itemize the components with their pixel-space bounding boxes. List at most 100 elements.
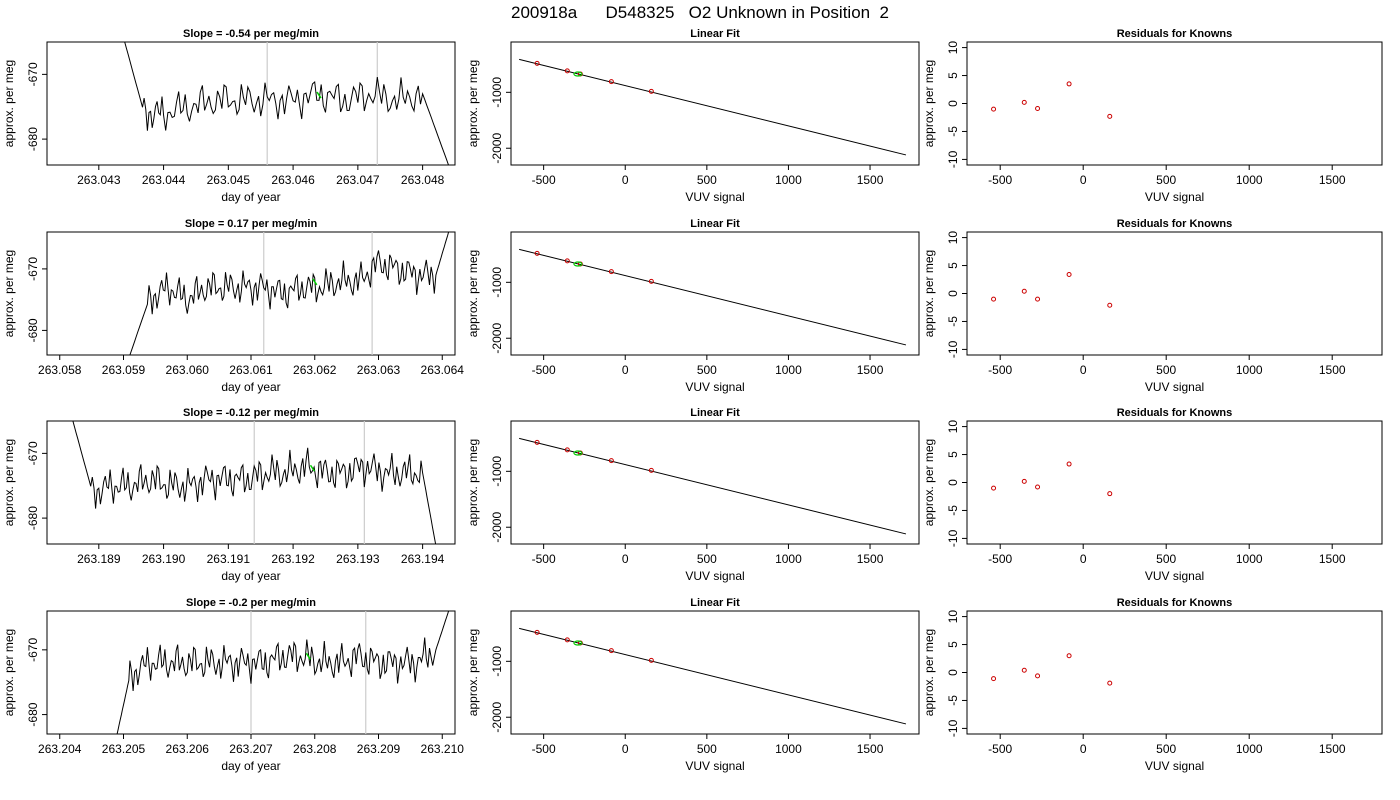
plot-frame [966,420,1383,545]
y-tick-label: 0 [946,479,960,486]
x-tick-label: 263.190 [142,552,186,566]
x-tick-label: 1500 [857,363,884,377]
panel-title: Linear Fit [690,218,740,230]
x-axis-label: day of year [221,190,280,204]
x-tick-label: -500 [532,742,556,756]
residual-point [991,106,997,112]
plot-area [519,58,907,156]
panel-title: Residuals for Knowns [1117,218,1233,230]
series-line [129,232,450,355]
y-tick-label: -10 [946,340,960,358]
x-tick-label: 263.061 [229,363,273,377]
unknown-point [573,450,583,456]
y-tick-label: -670 [26,441,40,465]
y-tick-label: 5 [946,72,960,79]
known-point [608,648,614,654]
x-tick-label: 0 [1080,173,1087,187]
x-tick-label: 263.044 [142,173,186,187]
known-point [534,250,540,256]
plot-area [129,232,450,355]
y-tick-label: -680 [26,702,40,726]
x-tick-label: 263.046 [271,173,315,187]
x-tick-label: 263.192 [271,552,315,566]
x-tick-label: 263.047 [336,173,380,187]
x-tick-label: 263.194 [401,552,445,566]
known-point [564,68,570,74]
x-tick-label: 263.189 [77,552,121,566]
unknown-point [573,261,583,267]
panel-title: Slope = -0.2 per meg/min [186,597,316,609]
x-tick-label: 263.193 [336,552,380,566]
y-tick-label: -680 [26,127,40,151]
known-point [534,439,540,445]
series-line [72,421,437,544]
plot-frame [510,41,920,166]
x-tick-label: 1500 [1319,363,1346,377]
x-axis-label: VUV signal [685,380,744,394]
unknown-marker [316,91,322,99]
x-axis-label: day of year [221,759,280,773]
y-tick-label: -680 [26,318,40,342]
panel-title: Slope = 0.17 per meg/min [185,218,318,230]
x-tick-label: 263.204 [38,742,82,756]
x-tick-label: 1000 [775,173,802,187]
residual-point [1107,302,1113,308]
y-tick-label: -2000 [490,323,504,354]
known-point [648,278,654,284]
x-tick-label: 500 [697,173,717,187]
y-axis-label: approx. per meg [466,250,480,337]
known-point [648,467,654,473]
panel-linear_fit-row-3: Linear Fit VUV signal approx. per meg -500 0… [466,407,920,583]
unknown-marker [309,464,316,472]
residual-point [1035,484,1041,490]
x-tick-label: 263.045 [207,173,251,187]
panel-linear_fit-row-1: Linear Fit VUV signal approx. per meg -500 0… [466,28,920,204]
x-axis-label: day of year [221,569,280,583]
y-tick-label: -670 [26,62,40,86]
x-axis-label: VUV signal [1145,759,1204,773]
y-tick-label: -670 [26,257,40,281]
panel-timeseries-row-2: Slope = 0.17 per meg/min day of year appro… [2,218,464,394]
y-tick-label: -10 [946,150,960,168]
y-tick-label: -1000 [490,77,504,108]
plot-area [72,421,437,544]
y-axis-label: approx. per meg [466,60,480,147]
plot-frame [46,41,456,166]
residual-point [1021,99,1027,105]
x-tick-label: 500 [697,363,717,377]
panel-title: Residuals for Knowns [1117,407,1233,419]
plot-area [991,653,1113,686]
residual-point [1066,271,1072,277]
panel-timeseries-row-1: Slope = -0.54 per meg/min day of year appr… [2,28,456,204]
y-axis-label: approx. per meg [2,250,16,337]
x-tick-label: 1000 [1236,742,1263,756]
x-tick-label: 1500 [1319,552,1346,566]
plot-frame [46,420,456,545]
x-tick-label: 0 [1080,742,1087,756]
residual-point [991,485,997,491]
x-tick-label: 263.043 [77,173,121,187]
y-axis-label: approx. per meg [922,60,936,147]
known-point [648,88,654,94]
x-tick-label: 1000 [775,363,802,377]
plot-frame [510,420,920,545]
x-tick-label: 263.060 [166,363,210,377]
x-tick-label: 500 [1156,552,1176,566]
y-axis-label: approx. per meg [922,250,936,337]
y-tick-label: -10 [946,529,960,547]
x-tick-label: -500 [532,173,556,187]
known-point [534,60,540,66]
residual-point [1107,680,1113,686]
known-point [608,79,614,85]
y-tick-label: -2000 [490,133,504,164]
x-tick-label: 0 [622,363,629,377]
unknown-marker [305,652,311,660]
x-tick-label: 0 [622,173,629,187]
y-tick-label: -670 [26,638,40,662]
plot-area [991,271,1113,308]
y-tick-label: 5 [946,641,960,648]
x-axis-label: VUV signal [1145,190,1204,204]
x-tick-label: 500 [1156,173,1176,187]
x-tick-label: 1500 [1319,742,1346,756]
